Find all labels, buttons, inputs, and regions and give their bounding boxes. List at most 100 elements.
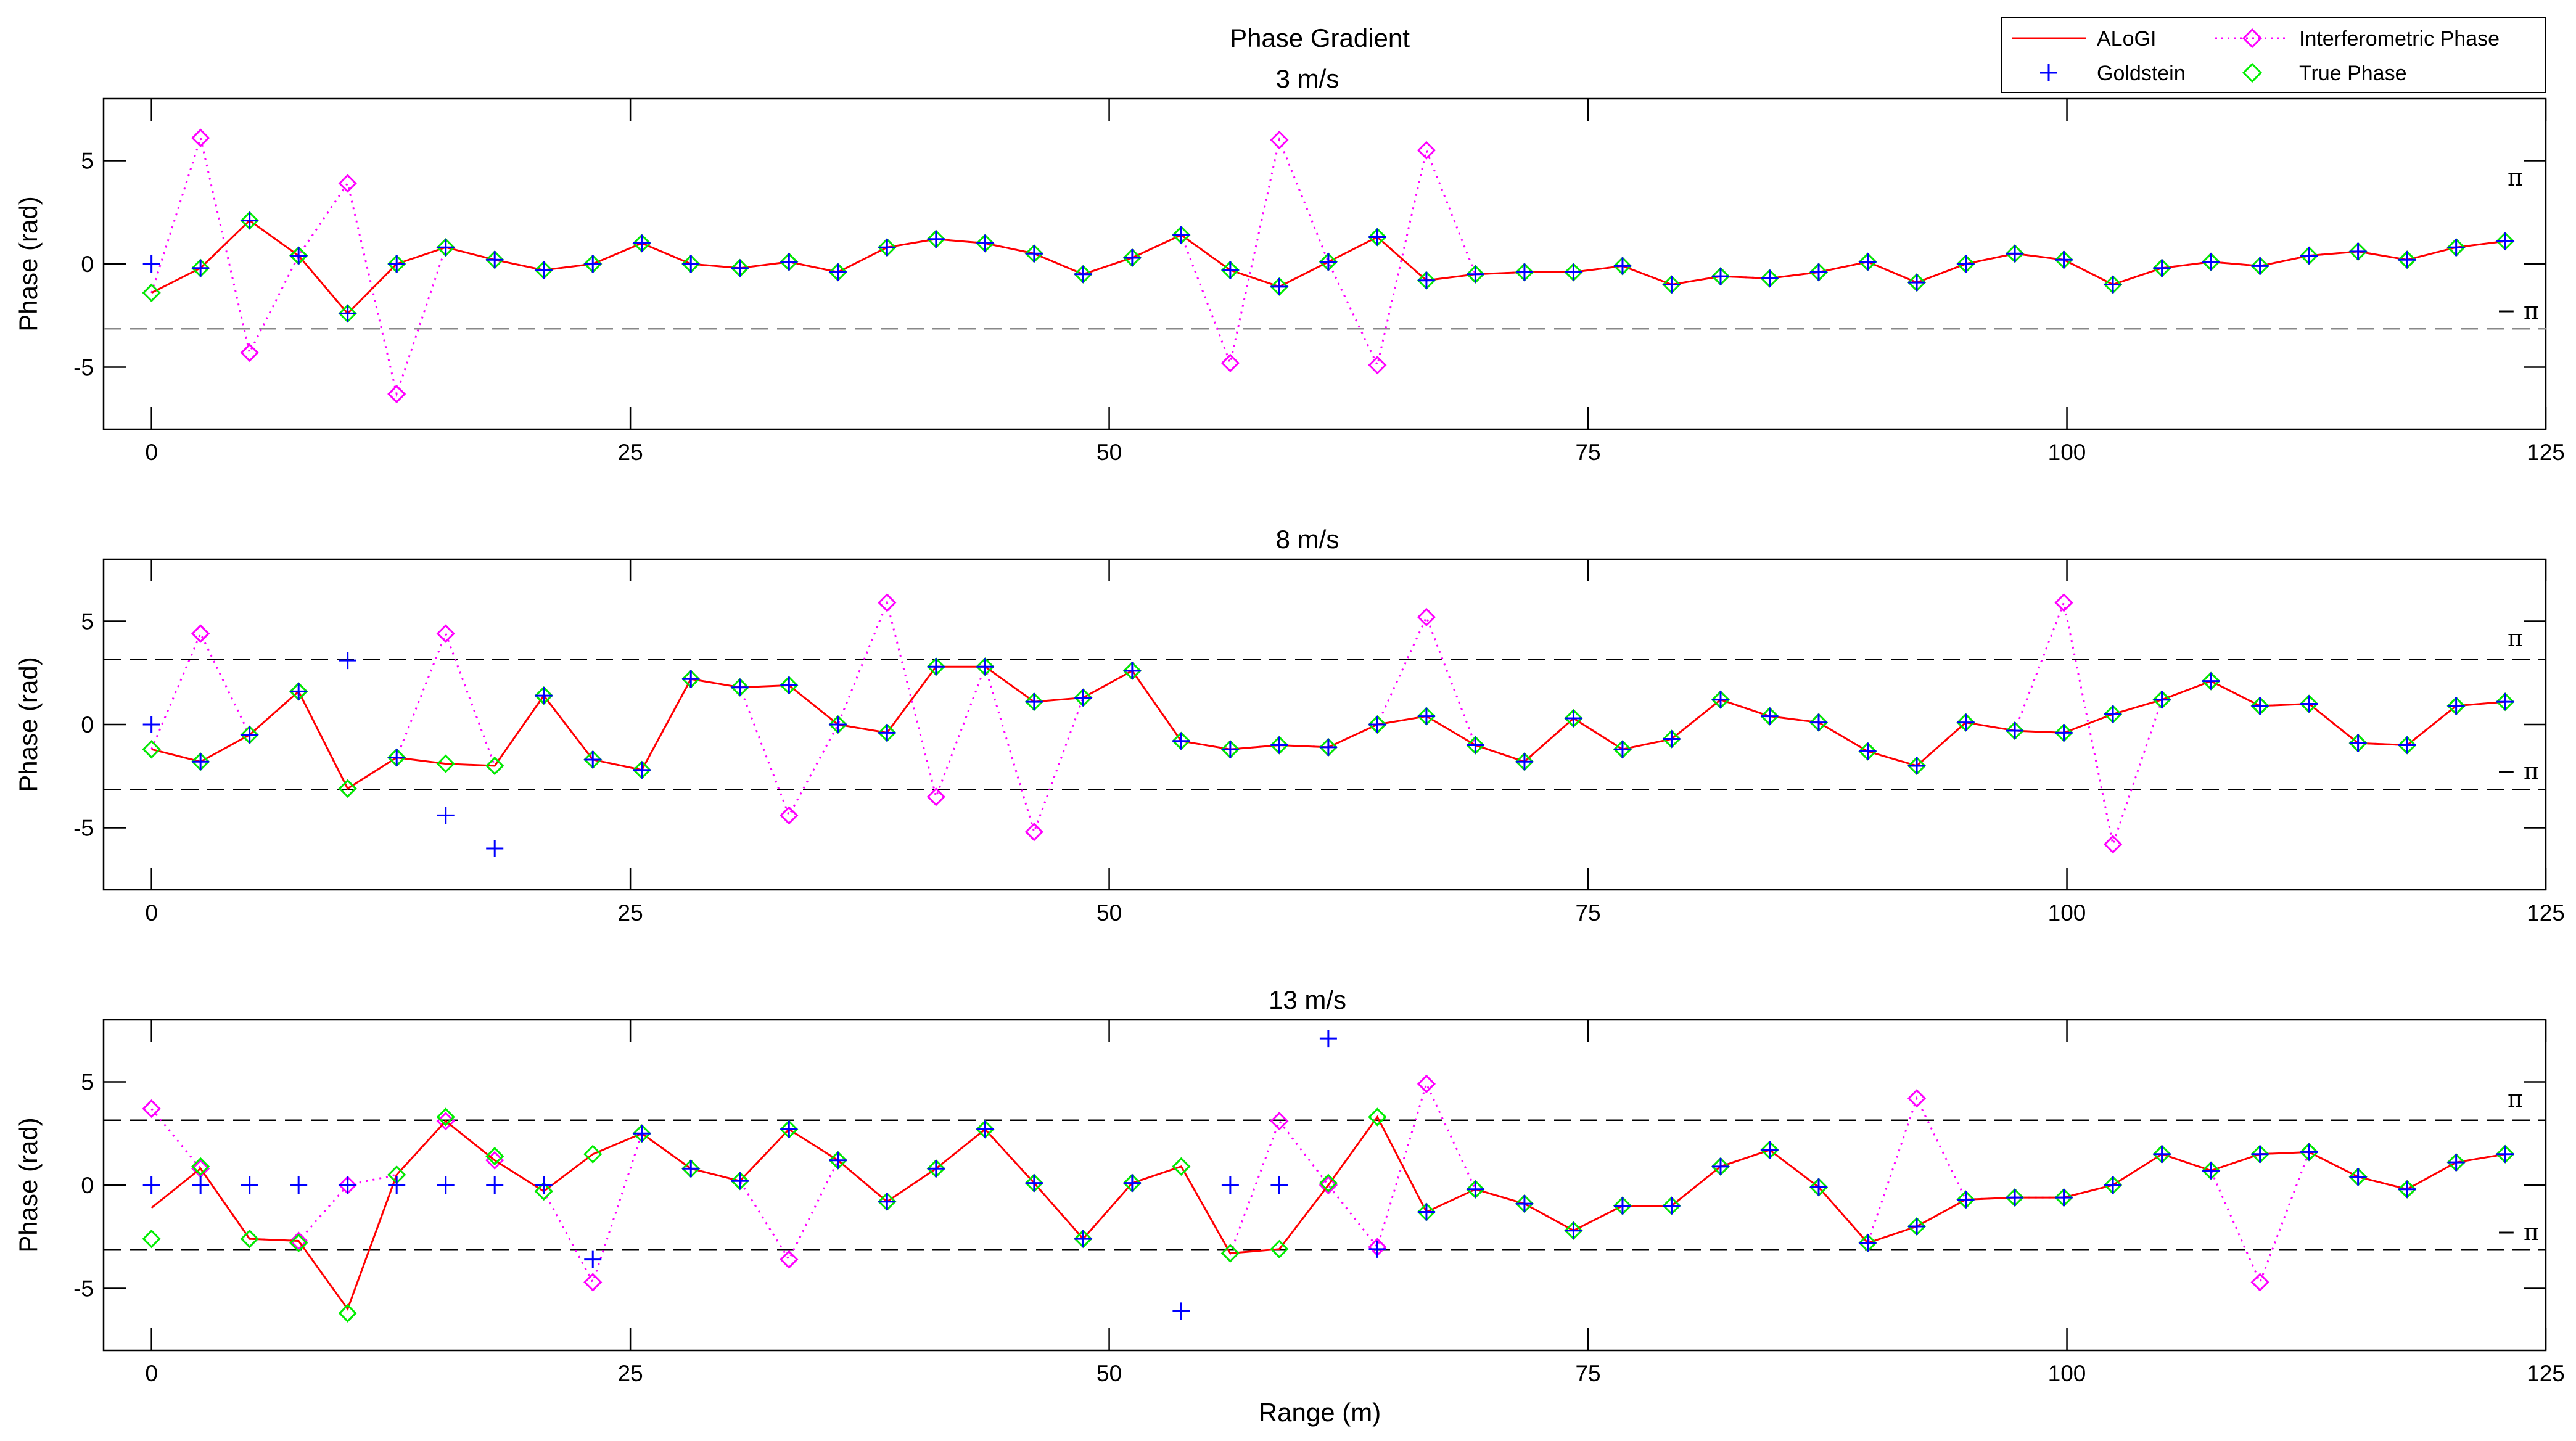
- goldstein-point: [2055, 251, 2073, 269]
- goldstein-point: [2398, 1180, 2416, 1198]
- goldstein-point: [241, 726, 258, 744]
- goldstein-point: [1221, 741, 1239, 758]
- interferometric-point: [780, 1250, 799, 1269]
- legend-interferometric-label: Interferometric Phase: [2299, 27, 2500, 51]
- goldstein-point: [2349, 1168, 2367, 1186]
- goldstein-point: [731, 678, 749, 696]
- goldstein-point: [192, 1176, 210, 1194]
- interferometric-point: [878, 593, 897, 612]
- goldstein-point: [1221, 261, 1239, 279]
- true-phase-point: [1319, 1173, 1338, 1193]
- goldstein-point: [1467, 1180, 1484, 1198]
- figure-title: Phase Gradient: [1230, 23, 1410, 52]
- goldstein-point: [437, 239, 455, 257]
- goldstein-point: [2447, 697, 2465, 715]
- goldstein-point: [1810, 263, 1828, 281]
- goldstein-point: [2006, 1189, 2024, 1207]
- goldstein-point: [1565, 1221, 1582, 1239]
- goldstein-point: [2153, 1145, 2171, 1163]
- goldstein-point: [2447, 239, 2465, 257]
- true-phase-point: [485, 1146, 504, 1166]
- goldstein-point: [878, 1193, 896, 1210]
- true-phase-point: [583, 1144, 603, 1164]
- true-phase-point: [142, 740, 161, 759]
- goldstein-point: [290, 683, 308, 700]
- goldstein-point: [1417, 1203, 1435, 1221]
- true-phase-point: [142, 1229, 161, 1249]
- goldstein-point: [1613, 1197, 1631, 1215]
- goldstein-point: [2251, 1145, 2269, 1163]
- goldstein-point: [2006, 722, 2024, 740]
- x-tick-label: 75: [1575, 1361, 1600, 1386]
- goldstein-point: [1908, 274, 1926, 292]
- legend-alogi-label: ALoGI: [2097, 27, 2156, 51]
- legend: ALoGI Interferometric Phase Goldstein Tr…: [2001, 17, 2546, 93]
- y-tick-label: 5: [81, 609, 94, 634]
- y-tick-label: 0: [81, 1173, 94, 1198]
- panel-3: 13 m/s π − π 0 25 50 75 100 125 -5 0 5 Phase (rad): [14, 985, 2565, 1386]
- y-tick-label: 5: [81, 149, 94, 174]
- goldstein-point: [1467, 736, 1484, 754]
- x-axis-label: Range (m): [1259, 1398, 1381, 1427]
- goldstein-point: [1368, 716, 1386, 733]
- goldstein-point: [437, 807, 455, 824]
- true-phase-point: [338, 1303, 357, 1323]
- goldstein-point: [192, 259, 210, 277]
- goldstein-point: [1319, 738, 1337, 756]
- x-tick-label: 100: [2048, 900, 2086, 926]
- interferometric-point: [1024, 823, 1043, 842]
- x-tick-label: 0: [145, 440, 158, 465]
- goldstein-point: [2398, 736, 2416, 754]
- goldstein-point: [339, 1176, 356, 1194]
- goldstein-point: [2349, 734, 2367, 752]
- panel-title: 8 m/s: [1276, 525, 1339, 554]
- interferometric-point: [2103, 835, 2123, 854]
- goldstein-point: [192, 753, 210, 771]
- y-axis-label: Phase (rad): [14, 196, 43, 331]
- goldstein-point: [2300, 1143, 2318, 1161]
- goldstein-point: [1711, 268, 1729, 285]
- x-tick-label: 125: [2527, 440, 2565, 465]
- panel-title: 3 m/s: [1276, 64, 1339, 93]
- goldstein-point: [1613, 257, 1631, 275]
- goldstein-point: [1957, 1191, 1975, 1209]
- goldstein-point: [437, 1176, 455, 1194]
- true-phase-point: [534, 1181, 553, 1201]
- panel-title: 13 m/s: [1269, 985, 1346, 1014]
- neg-pi-label: − π: [2496, 1218, 2539, 1246]
- goldstein-point: [486, 840, 504, 857]
- x-tick-label: 100: [2048, 1361, 2086, 1386]
- goldstein-point: [241, 1176, 258, 1194]
- goldstein-point: [1515, 753, 1533, 771]
- goldstein-point: [339, 305, 356, 322]
- interferometric-point: [240, 343, 259, 363]
- goldstein-point: [1417, 271, 1435, 289]
- goldstein-point: [976, 234, 994, 252]
- x-tick-label: 75: [1575, 440, 1600, 465]
- goldstein-point: [388, 749, 406, 766]
- interferometric-point: [387, 384, 406, 404]
- goldstein-point: [1761, 707, 1779, 725]
- legend-true-phase-marker: [2242, 62, 2263, 83]
- goldstein-point: [633, 761, 651, 779]
- true-phase-point: [191, 1157, 210, 1176]
- goldstein-point: [1565, 709, 1582, 727]
- goldstein-point: [1859, 742, 1877, 760]
- goldstein-point: [633, 1125, 651, 1143]
- interferometric-point: [1220, 353, 1240, 372]
- pi-label: π: [2508, 625, 2523, 652]
- goldstein-point: [486, 1176, 504, 1194]
- goldstein-point: [1417, 707, 1435, 725]
- goldstein-point: [535, 1176, 553, 1194]
- goldstein-point: [1074, 689, 1092, 707]
- goldstein-point: [2006, 245, 2024, 263]
- interferometric-point: [583, 1273, 603, 1292]
- goldstein-point: [1172, 1302, 1190, 1320]
- true-phase-point: [1172, 1157, 1191, 1176]
- goldstein-point: [1270, 1176, 1288, 1194]
- goldstein-point: [290, 1176, 308, 1194]
- goldstein-point: [2496, 693, 2514, 711]
- y-tick-label: -5: [73, 355, 94, 380]
- x-tick-label: 0: [145, 900, 158, 926]
